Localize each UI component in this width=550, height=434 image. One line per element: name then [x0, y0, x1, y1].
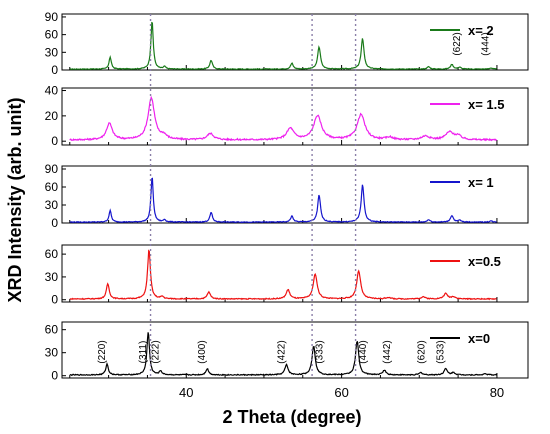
panel-frame [61, 13, 529, 71]
panel-3: 0 30 60 x=0.5 [45, 244, 529, 307]
peak-annotation: (422) [276, 340, 287, 363]
x-axis-label: 2 Theta (degree) [222, 407, 361, 427]
series-line-4 [69, 332, 498, 377]
series-line-0 [69, 21, 498, 71]
panel-frame [61, 244, 529, 303]
y-tick-label: 30 [45, 270, 59, 284]
y-tick-label: 90 [45, 162, 59, 176]
y-tick-label: 20 [45, 109, 59, 123]
x-tick-label: 60 [334, 385, 348, 400]
y-tick-label: 60 [45, 323, 59, 337]
peak-annotation: (622) [452, 32, 463, 55]
panel-frame [61, 165, 529, 224]
y-tick-label: 30 [45, 45, 59, 59]
peak-annotation: (440) [358, 340, 369, 363]
y-tick-label: 60 [45, 180, 59, 194]
legend-label: x=0.5 [468, 254, 501, 269]
y-tick-label: 0 [51, 369, 58, 383]
series-line-1 [69, 95, 498, 142]
x-tick-label: 40 [179, 385, 193, 400]
series-line-2 [69, 177, 497, 224]
y-tick-label: 30 [45, 346, 59, 360]
y-tick-label: 0 [51, 134, 58, 148]
peak-annotation: (222) [151, 340, 162, 363]
legend-label: x= 2 [468, 23, 494, 38]
y-tick-label: 0 [51, 293, 58, 307]
panel-frame [61, 87, 529, 146]
y-tick-label: 0 [51, 216, 58, 230]
x-tick-label: 80 [490, 385, 504, 400]
y-tick-label: 0 [51, 63, 58, 77]
peak-annotation: (400) [197, 340, 208, 363]
y-tick-label: 90 [45, 10, 59, 24]
y-tick-label: 60 [45, 28, 59, 42]
peak-annotation: (311) [138, 341, 149, 364]
peak-annotation: (620) [416, 340, 427, 363]
y-tick-label: 60 [45, 247, 59, 261]
peak-annotation: (333) [315, 340, 326, 363]
peak-annotation: (442) [382, 340, 393, 363]
peak-annotation: (220) [97, 340, 108, 363]
peak-annotation: (533) [436, 340, 447, 363]
panel-2: 0 30 60 90 x= 1 [45, 162, 529, 230]
legend-label: x= 1.5 [468, 97, 505, 112]
legend-label: x=0 [468, 331, 490, 346]
panel-1: 0 20 40 x= 1.5 [45, 84, 529, 148]
panel-frame [61, 321, 529, 379]
series-line-3 [69, 249, 497, 301]
y-axis-label: XRD Intensity (arb. unit) [5, 97, 25, 302]
peak-annotation: (444) [481, 32, 492, 55]
y-tick-label: 40 [45, 84, 59, 98]
panel-0: 0 30 60 90 x= 2 (622) (444) [45, 10, 529, 77]
y-tick-label: 30 [45, 198, 59, 212]
panel-4: 0 30 60 x=0 (220) (311) (222) (400) (422) (333) (4… [45, 321, 529, 383]
legend-label: x= 1 [468, 175, 494, 190]
